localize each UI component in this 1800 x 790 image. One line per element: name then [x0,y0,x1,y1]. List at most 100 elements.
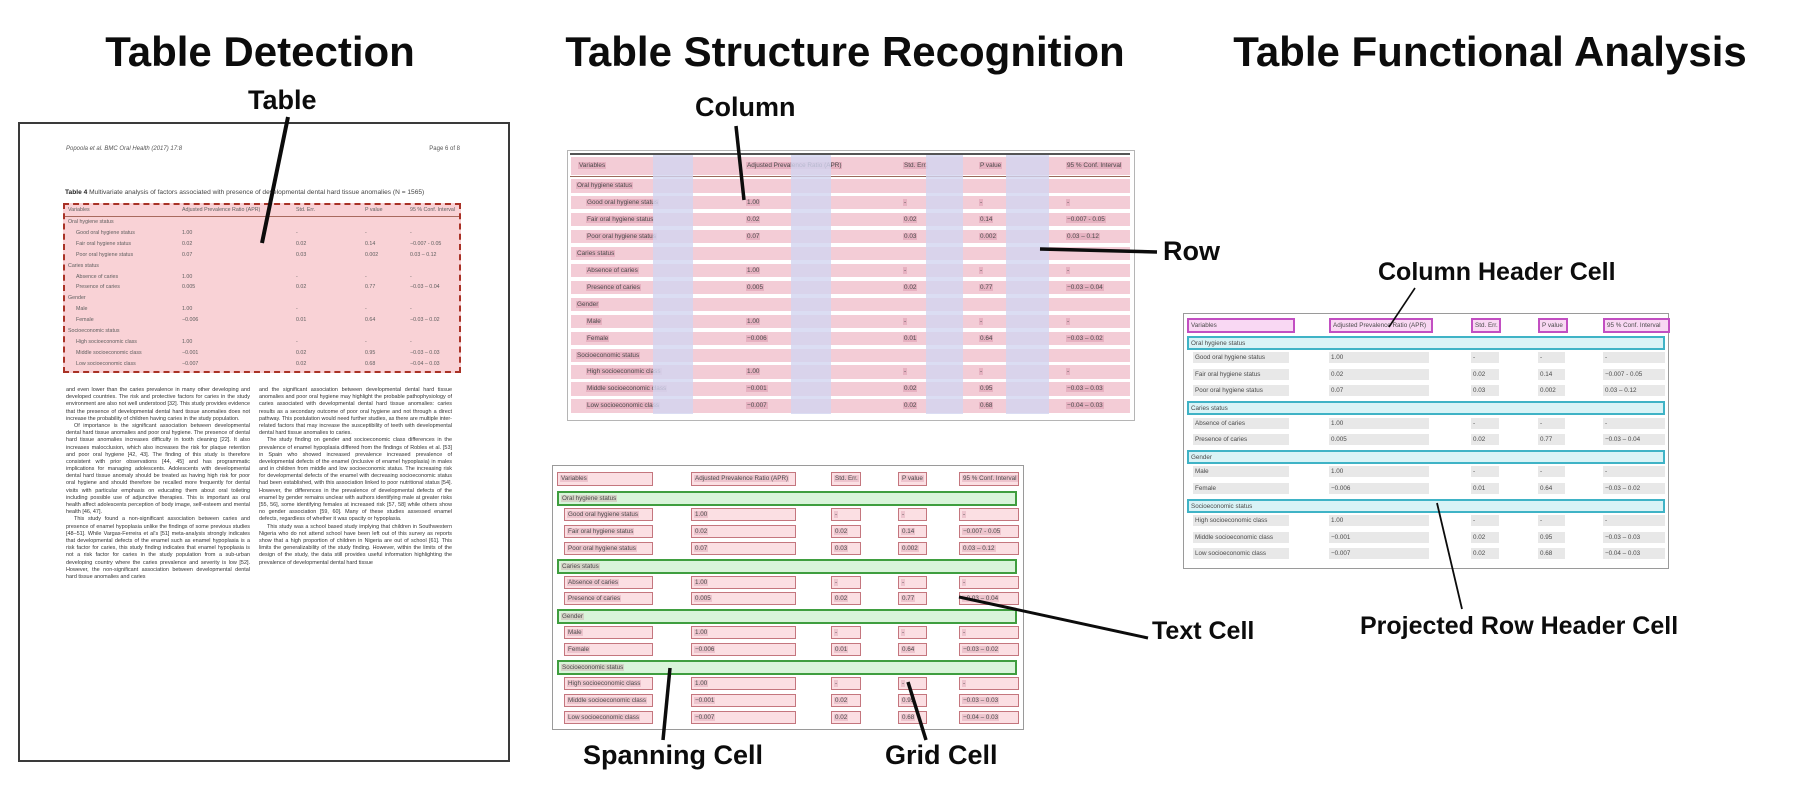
grid-cell: −0.006 [691,643,796,657]
cell-line: Gender [559,611,1015,622]
text-cell-highlight: P value [901,475,924,482]
grid-cell: Std. Err. [831,472,861,486]
cell-line: High socioeconomic class [1195,517,1268,525]
row-band [571,263,1130,278]
text-cell-highlight: Variables [560,475,588,482]
cell-line: 0.005 [1331,435,1347,443]
cell-line: Middle socioeconomic class [565,695,652,706]
table-caption-text: Multivariate analysis of factors associa… [87,189,425,196]
cell-line: −0.04 – 0.03 [960,712,1018,723]
text-cell-highlight: - [901,629,906,637]
text-cell: - [1471,515,1499,527]
grid-cell: 0.02 [831,524,861,538]
cell-line: 0.14 [1540,370,1553,378]
row-band [571,212,1130,227]
text-cell-highlight: −0.03 – 0.04 [962,595,1000,603]
p2top-cell: 0.005 [746,281,764,294]
p2top-cell-text: - [1066,198,1071,206]
p2top-cell: −0.001 [746,382,768,395]
cell-line: Female [1195,484,1216,492]
text-cell-highlight: 0.005 [694,595,712,603]
p2top-cell: - [979,196,984,209]
cell-line: Low socioeconomic class [565,712,652,723]
text-cell-highlight: - [834,510,839,518]
grid-cell: 0.14 [898,524,927,538]
cell-line: 0.07 [1331,386,1344,394]
text-cell: - [1471,466,1499,478]
p1-cell: - [365,273,367,280]
p2top-cell-text: - [1066,368,1071,376]
text-cell: - [1538,352,1565,364]
p1-section-row: Socioeconomic status [68,328,120,334]
cell-line: 0.02 [1331,370,1344,378]
grid-cell: Absence of caries [564,575,653,589]
p2top-cell: 1.00 [746,264,761,277]
text-cell: 0.02 [1471,433,1499,445]
p1-header-cell: Adjusted Prevalence Ratio (APR) [182,207,261,213]
p2top-cell: Low socioeconomic class [586,399,661,412]
text-cell-highlight: 0.02 [834,696,849,704]
p2top-cell-text: 0.77 [979,283,994,291]
p2top-cell-text: Low socioeconomic class [586,402,661,410]
cell-line: - [832,627,860,638]
p2top-cell-text: 0.01 [903,334,918,342]
callout-table: Table [248,85,317,115]
p1-header-rule [65,216,459,217]
grid-cell: 0.02 [831,710,861,724]
p2top-cell-text: −0.04 – 0.03 [1066,402,1104,410]
p1-header-cell: Variables [68,207,90,213]
p2top-header-text: 95 % Conf. Interval [1066,162,1123,169]
body-paragraph: and even lower than the caries prevalenc… [66,387,250,422]
cell-line: - [960,627,1018,638]
row-band [571,229,1130,244]
text-cell: - [1471,352,1499,364]
cell-line: - [832,678,860,689]
p1-cell: - [410,338,412,345]
cell-line: - [1540,419,1543,427]
p1-cell: - [365,306,367,313]
cell-line: - [1473,419,1476,427]
p1-cell: 1.00 [182,273,193,280]
text-cell-highlight: - [962,510,967,518]
p2top-cell-text: - [1066,266,1071,274]
cell-line: −0.007 [1331,549,1351,557]
p2top-cell-text: 1.00 [746,266,761,274]
cell-line: −0.03 – 0.02 [960,644,1018,655]
p2top-cell-text: 0.03 – 0.12 [1066,232,1100,240]
text-cell-highlight: Poor oral hygiene status [567,544,637,552]
cell-line: - [1540,354,1543,362]
text-cell: Poor oral hygiene status [1193,384,1289,396]
p2top-cell: 0.07 [746,230,761,243]
p2top-cell: −0.007 - 0.05 [1066,213,1106,226]
cell-line: Gender [1191,454,1213,462]
running-header-left: Popoola et al. BMC Oral Health (2017) 17… [66,146,183,152]
p2top-cell: 1.00 [746,365,761,378]
projected-row-header-cell: Oral hygiene status [1187,336,1665,350]
p1-cell: 0.002 [365,251,379,258]
p2top-cell: Male [586,315,602,328]
column-header-cell: Variables [1187,318,1295,333]
text-cell-highlight: Absence of caries [567,578,620,586]
cell-line: 0.77 [1540,435,1553,443]
body-text-left-column: and even lower than the caries prevalenc… [66,387,250,581]
grid-cell: - [898,507,927,521]
text-cell: - [1603,515,1665,527]
p1-cell: - [365,338,367,345]
cell-line: - [1605,419,1608,427]
p2top-header-rule [570,176,1130,177]
cell-line: - [1605,468,1608,476]
cell-line: Oral hygiene status [559,493,1015,504]
cell-line: High socioeconomic class [565,678,652,689]
callout-projected-row-header-cell: Projected Row Header Cell [1360,612,1679,640]
p2top-cell-text: Female [586,334,610,342]
grid-cell: - [831,626,861,640]
text-cell-highlight: Good oral hygiene status [567,510,640,518]
cell-line: Female [565,644,652,655]
cell-line: - [960,678,1018,689]
text-cell: 0.002 [1538,384,1565,396]
p1-cell: 0.02 [296,284,307,291]
grid-cell: 0.68 [898,710,927,724]
text-cell: - [1538,515,1565,527]
text-cell: −0.001 [1329,531,1429,543]
cell-line: - [832,509,860,520]
